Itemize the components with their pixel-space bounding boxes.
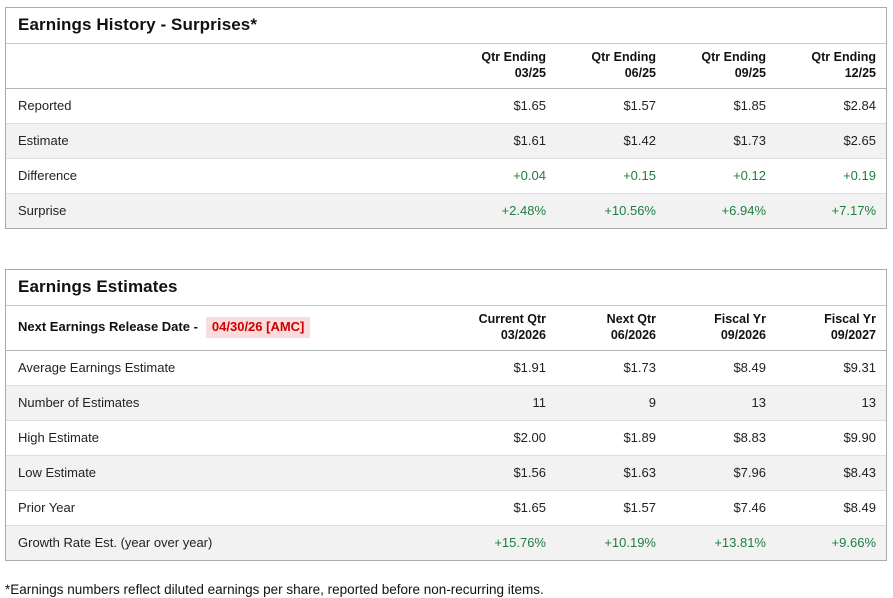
next-earnings-release-cell: Next Earnings Release Date - 04/30/26 [A… xyxy=(6,306,446,351)
table-row-prior-year: Prior Year $1.65 $1.57 $7.46 $8.49 xyxy=(6,489,886,525)
earnings-history-panel: Earnings History - Surprises* Qtr Ending… xyxy=(5,7,887,229)
earnings-estimates-header-row: Next Earnings Release Date - 04/30/26 [A… xyxy=(6,306,886,351)
cell-value-positive: +7.17% xyxy=(776,192,886,228)
row-label: Reported xyxy=(18,98,72,113)
cell-value-positive: +10.56% xyxy=(556,192,666,228)
cell-value: $2.00 xyxy=(446,419,556,455)
cell-value: $8.49 xyxy=(776,489,886,525)
cell-value-positive: +6.94% xyxy=(666,192,776,228)
column-header-fiscal-yr-2026: Fiscal Yr 09/2026 xyxy=(666,306,776,351)
cell-value: $9.31 xyxy=(843,360,876,375)
table-row-difference: Difference +0.04 +0.15 +0.12 +0.19 xyxy=(6,157,886,193)
cell-value: $8.49 xyxy=(733,360,766,375)
cell-value-positive: +15.76% xyxy=(446,524,556,560)
cell-value: $1.65 xyxy=(446,489,556,525)
cell-value: 11 xyxy=(446,384,556,420)
cell-value: $2.84 xyxy=(843,98,876,113)
column-header-qtr-03-25: Qtr Ending 03/25 xyxy=(446,44,556,89)
earnings-history-title: Earnings History - Surprises* xyxy=(6,8,886,44)
table-row-estimate: Estimate $1.61 $1.42 $1.73 $2.65 xyxy=(6,122,886,158)
cell-value-positive: +0.19 xyxy=(776,157,886,193)
cell-value-positive: +0.04 xyxy=(446,157,556,193)
cell-value: $1.57 xyxy=(556,489,666,525)
next-earnings-release-label: Next Earnings Release Date - xyxy=(18,318,198,334)
column-header-qtr-09-25: Qtr Ending 09/25 xyxy=(666,44,776,89)
table-row-average-earnings-estimate: Average Earnings Estimate $1.91 $1.73 $8… xyxy=(6,350,886,385)
row-label: Average Earnings Estimate xyxy=(18,360,176,375)
next-earnings-release-date-badge: 04/30/26 [AMC] xyxy=(205,316,311,338)
cell-value-positive: +9.66% xyxy=(776,524,886,560)
table-row-surprise: Surprise +2.48% +10.56% +6.94% +7.17% xyxy=(6,192,886,228)
earnings-estimates-panel: Earnings Estimates Next Earnings Release… xyxy=(5,269,887,561)
row-label: Low Estimate xyxy=(6,454,446,490)
row-label: Growth Rate Est. (year over year) xyxy=(6,524,446,560)
cell-value: $2.65 xyxy=(776,122,886,158)
earnings-history-header-row: Qtr Ending 03/25 Qtr Ending 06/25 Qtr En… xyxy=(6,44,886,89)
cell-value: $1.65 xyxy=(513,98,546,113)
table-row-growth-rate-est: Growth Rate Est. (year over year) +15.76… xyxy=(6,524,886,560)
cell-value: $1.89 xyxy=(556,419,666,455)
cell-value: $8.83 xyxy=(666,419,776,455)
earnings-footnote: *Earnings numbers reflect diluted earnin… xyxy=(5,582,544,597)
column-header-next-qtr: Next Qtr 06/2026 xyxy=(556,306,666,351)
cell-value: $8.43 xyxy=(776,454,886,490)
cell-value-positive: +13.81% xyxy=(666,524,776,560)
cell-value-positive: +10.19% xyxy=(556,524,666,560)
cell-value: $1.57 xyxy=(623,98,656,113)
cell-value: $1.63 xyxy=(556,454,666,490)
row-label: High Estimate xyxy=(6,419,446,455)
column-header-qtr-12-25: Qtr Ending 12/25 xyxy=(776,44,886,89)
cell-value: $9.90 xyxy=(776,419,886,455)
cell-value: $1.73 xyxy=(623,360,656,375)
cell-value-positive: +2.48% xyxy=(446,192,556,228)
cell-value: 13 xyxy=(776,384,886,420)
table-row-reported: Reported $1.65 $1.57 $1.85 $2.84 xyxy=(6,88,886,123)
table-row-high-estimate: High Estimate $2.00 $1.89 $8.83 $9.90 xyxy=(6,419,886,455)
earnings-estimates-table: Next Earnings Release Date - 04/30/26 [A… xyxy=(6,306,886,560)
row-label: Estimate xyxy=(6,122,446,158)
row-label: Difference xyxy=(6,157,446,193)
cell-value: $1.56 xyxy=(446,454,556,490)
table-row-number-of-estimates: Number of Estimates 11 9 13 13 xyxy=(6,384,886,420)
column-header-fiscal-yr-2027: Fiscal Yr 09/2027 xyxy=(776,306,886,351)
column-header-qtr-06-25: Qtr Ending 06/25 xyxy=(556,44,666,89)
earnings-history-table: Qtr Ending 03/25 Qtr Ending 06/25 Qtr En… xyxy=(6,44,886,228)
cell-value-positive: +0.12 xyxy=(666,157,776,193)
cell-value: $1.73 xyxy=(666,122,776,158)
row-label: Surprise xyxy=(6,192,446,228)
header-empty-cell xyxy=(6,44,446,89)
earnings-estimates-title: Earnings Estimates xyxy=(6,270,886,306)
cell-value: $1.91 xyxy=(513,360,546,375)
cell-value: $1.61 xyxy=(446,122,556,158)
column-header-current-qtr: Current Qtr 03/2026 xyxy=(446,306,556,351)
cell-value: 9 xyxy=(556,384,666,420)
cell-value: $1.42 xyxy=(556,122,666,158)
cell-value: $7.46 xyxy=(666,489,776,525)
table-row-low-estimate: Low Estimate $1.56 $1.63 $7.96 $8.43 xyxy=(6,454,886,490)
row-label: Number of Estimates xyxy=(6,384,446,420)
cell-value-positive: +0.15 xyxy=(556,157,666,193)
cell-value: 13 xyxy=(666,384,776,420)
row-label: Prior Year xyxy=(6,489,446,525)
cell-value: $7.96 xyxy=(666,454,776,490)
cell-value: $1.85 xyxy=(733,98,766,113)
